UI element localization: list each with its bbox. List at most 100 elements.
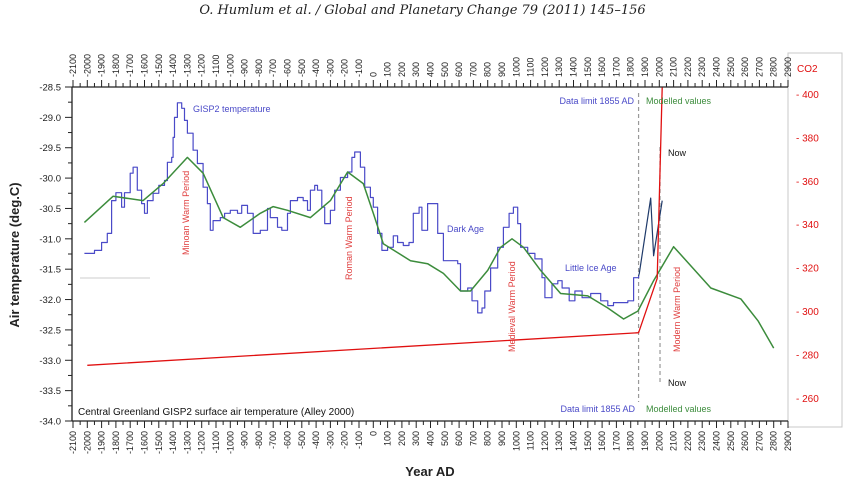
- annotation-modelled-bottom: Modelled values: [646, 404, 712, 414]
- x-tick-label-bottom: 1400: [569, 431, 579, 451]
- x-tick-label-bottom: 500: [440, 431, 450, 446]
- x-tick-label-bottom: -200: [340, 431, 350, 449]
- x-tick-label-top: -1300: [182, 54, 192, 77]
- x-tick-label-top: 1000: [511, 57, 521, 77]
- x-tick-label-bottom: -1800: [111, 431, 121, 454]
- x-tick-label-top: -1800: [111, 54, 121, 77]
- co2-axis-box: [787, 52, 843, 428]
- annotation-dark-age: Dark Age: [447, 224, 484, 234]
- x-tick-label-bottom: 2000: [654, 431, 664, 451]
- x-tick-label-top: 600: [454, 62, 464, 77]
- y-tick-label: -32.0: [39, 295, 61, 306]
- x-tick-label-bottom: 2500: [726, 431, 736, 451]
- x-tick-label-top: 1600: [597, 57, 607, 77]
- x-tick-label-top: -1700: [125, 54, 135, 77]
- x-tick-label-top: -500: [297, 59, 307, 77]
- x-tick-label-top: -300: [325, 59, 335, 77]
- x-tick-label-bottom: -300: [325, 431, 335, 449]
- x-tick-label-top: -1200: [197, 54, 207, 77]
- annotation-modelled-top: Modelled values: [646, 96, 712, 106]
- co2-axis-label: CO2: [797, 64, 818, 75]
- x-tick-label-top: -1600: [140, 54, 150, 77]
- x-tick-label-bottom: 700: [468, 431, 478, 446]
- x-tick-label-bottom: -1200: [197, 431, 207, 454]
- x-tick-label-top: 1200: [540, 57, 550, 77]
- x-tick-label-top: -1500: [154, 54, 164, 77]
- co2-tick-label: - 300: [796, 307, 819, 318]
- journal-citation: O. Humlum et al. / Global and Planetary …: [199, 3, 646, 18]
- x-tick-label-top: 2300: [697, 57, 707, 77]
- series: [83, 87, 775, 402]
- co2-tick-label: - 320: [796, 264, 819, 275]
- y-tick-label: -33.5: [39, 386, 61, 397]
- annotation-minoan: Minoan Warm Period: [181, 171, 191, 255]
- y-tick-label: -29.0: [39, 113, 61, 124]
- x-tick-label-bottom: -800: [254, 431, 264, 449]
- annotations: Air temperature (deg.C) Year AD CO2 GISP…: [7, 64, 818, 479]
- x-tick-label-top: 800: [483, 62, 493, 77]
- x-tick-label-bottom: 1800: [626, 431, 636, 451]
- x-tick-label-bottom: -1000: [225, 431, 235, 454]
- x-tick-label-bottom: -1100: [211, 431, 221, 453]
- x-tick-label-bottom: 400: [426, 431, 436, 446]
- x-tick-label-bottom: -600: [283, 431, 293, 449]
- x-tick-label-top: 1100: [526, 58, 536, 77]
- x-tick-label-top: 2200: [683, 57, 693, 77]
- y-tick-label: -30.5: [39, 204, 61, 215]
- x-tick-label-bottom: -2000: [82, 431, 92, 454]
- x-tick-label-bottom: -1700: [125, 431, 135, 454]
- x-tick-label-bottom: -500: [297, 431, 307, 449]
- x-tick-label-bottom: -1300: [182, 431, 192, 454]
- x-tick-label-top: 2100: [669, 57, 679, 77]
- co2-tick-label: - 280: [796, 350, 819, 361]
- x-axis-label: Year AD: [405, 464, 454, 479]
- x-tick-label-top: -400: [311, 59, 321, 77]
- x-tick-label-top: -900: [240, 59, 250, 77]
- x-tick-label-bottom: 2600: [740, 431, 750, 451]
- y-tick-label: -31.0: [39, 234, 61, 245]
- x-tick-label-bottom: 2300: [697, 431, 707, 451]
- x-tick-label-top: 0: [368, 72, 378, 77]
- x-tick-label-bottom: 1600: [597, 431, 607, 451]
- y-axis-label: Air temperature (deg.C): [7, 182, 22, 327]
- y-tick-label: -34.0: [39, 417, 61, 428]
- x-tick-label-top: -2100: [68, 54, 78, 77]
- x-tick-label-top: -700: [268, 59, 278, 77]
- x-tick-label-top: -600: [283, 59, 293, 77]
- x-tick-label-top: -800: [254, 59, 264, 77]
- x-tick-label-bottom: 2400: [712, 431, 722, 451]
- annotation-now-bottom: Now: [668, 378, 687, 388]
- axes: -2100-2100-2000-2000-1900-1900-1800-1800…: [39, 52, 843, 454]
- annotation-medieval: Medieval Warm Period: [507, 261, 517, 352]
- x-tick-label-top: 200: [397, 62, 407, 77]
- x-tick-label-bottom: -2100: [68, 431, 78, 454]
- x-tick-label-top: 1400: [569, 57, 579, 77]
- x-tick-label-top: 300: [411, 62, 421, 77]
- x-tick-label-top: 2400: [712, 57, 722, 77]
- x-tick-label-bottom: 900: [497, 431, 507, 446]
- model-fit-line: [83, 156, 775, 349]
- x-tick-label-bottom: 1200: [540, 431, 550, 451]
- x-tick-label-bottom: 200: [397, 431, 407, 446]
- x-tick-label-top: 2500: [726, 57, 736, 77]
- x-tick-label-bottom: -900: [240, 431, 250, 449]
- x-tick-label-top: 900: [497, 62, 507, 77]
- x-tick-label-bottom: 2900: [783, 431, 793, 451]
- x-tick-label-top: 500: [440, 62, 450, 77]
- x-tick-label-bottom: 1700: [611, 431, 621, 451]
- x-tick-label-top: 2700: [754, 57, 764, 77]
- x-tick-label-bottom: 1300: [554, 431, 564, 451]
- x-tick-label-bottom: 800: [483, 431, 493, 446]
- x-tick-label-top: 2900: [783, 57, 793, 77]
- x-tick-label-top: 1700: [611, 57, 621, 77]
- co2-line: [87, 87, 663, 366]
- x-tick-label-bottom: 1500: [583, 431, 593, 451]
- x-tick-label-bottom: 1000: [511, 431, 521, 451]
- x-tick-label-bottom: -1900: [97, 431, 107, 454]
- y-tick-label: -28.5: [39, 83, 61, 94]
- x-tick-label-bottom: 2700: [754, 431, 764, 451]
- x-tick-label-bottom: -1500: [154, 431, 164, 454]
- co2-tick-label: - 260: [796, 394, 819, 405]
- co2-tick-label: - 380: [796, 133, 819, 144]
